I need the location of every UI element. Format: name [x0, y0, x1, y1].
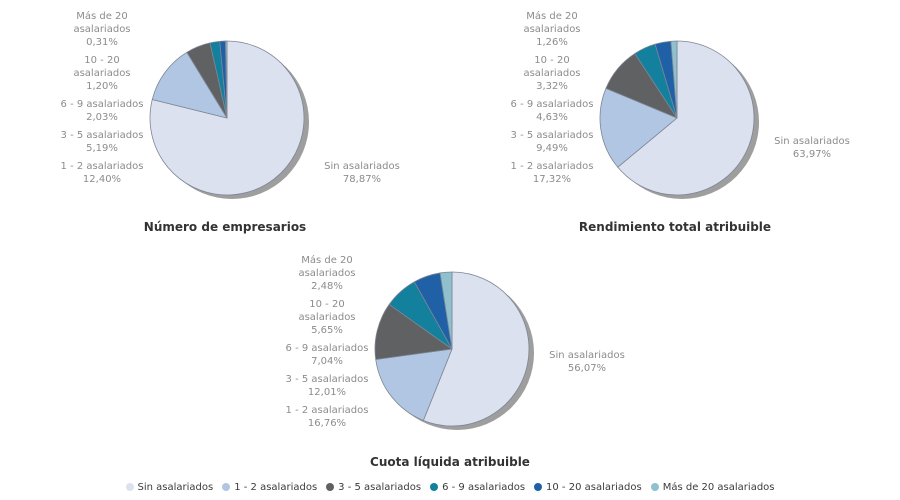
legend-item-1-2-asalariados: 1 - 2 asalariados — [222, 482, 317, 493]
slice-labels-left: Más de 20 asalariados 1,26% 10 - 20 asal… — [486, 10, 618, 186]
legend-label: Sin asalariados — [137, 481, 214, 493]
pie-rendimiento-total-atribuible — [599, 40, 759, 199]
pie-slice-1-2-asalariados — [599, 87, 678, 168]
slice-label-6-9: 6 - 9 asalariados 2,03% — [60, 99, 144, 123]
chart-title: Cuota líquida atribuible — [370, 455, 530, 469]
chart-title: Rendimiento total atribuible — [578, 220, 772, 234]
pie-chart-cuota-liquida-atribuible: Más de 20 asalariados 2,48% 10 - 20 asal… — [225, 250, 675, 475]
slice-label-mas-de-20: Más de 20 asalariados 2,48% — [298, 255, 356, 292]
legend-item-10-20-asalariados: 10 - 20 asalariados — [534, 482, 642, 493]
slice-label-sin-asalariados: Sin asalariados 56,07% — [549, 350, 625, 375]
legend-label: 1 - 2 asalariados — [234, 481, 318, 493]
slice-label-6-9: 6 - 9 asalariados 7,04% — [285, 343, 369, 367]
pie-chart-rendimiento-total-atribuible: Más de 20 asalariados 1,26% 10 - 20 asal… — [450, 0, 900, 250]
pie-slice-m-s-de-20-asalariados — [439, 271, 453, 350]
pie-slice-sin-asalariados — [422, 271, 530, 427]
pie-numero-de-empresarios — [149, 40, 309, 199]
slice-label-6-9: 6 - 9 asalariados 4,63% — [510, 99, 594, 123]
legend-item-mas-de-20-asalariados: Más de 20 asalariados — [650, 481, 775, 493]
legend-swatch-sin-asalariados-icon — [125, 483, 134, 491]
legend-swatch-6-9-asalariados-icon — [430, 483, 439, 491]
legend-label: 6 - 9 asalariados — [442, 481, 526, 493]
slice-label-sin-asalariados: Sin asalariados 63,97% — [774, 135, 850, 160]
chart-legend: Sin asalariados 1 - 2 asalariados 3 - 5 … — [0, 476, 900, 498]
legend-swatch-1-2-asalariados-icon — [222, 483, 231, 491]
slice-label-mas-de-20: Más de 20 asalariados 0,31% — [73, 11, 131, 48]
slice-label-1-2: 1 - 2 asalariados 17,32% — [510, 161, 594, 185]
legend-label: 10 - 20 asalariados — [546, 481, 642, 493]
slice-label-3-5: 3 - 5 asalariados 9,49% — [510, 130, 594, 154]
slice-label-3-5: 3 - 5 asalariados 12,01% — [285, 374, 369, 398]
legend-label: Más de 20 asalariados — [662, 481, 775, 493]
pie-slice-sin-asalariados — [617, 40, 755, 196]
slice-label-sin-asalariados: Sin asalariados 78,87% — [324, 161, 400, 186]
slice-labels-left: Más de 20 asalariados 0,31% 10 - 20 asal… — [36, 10, 168, 186]
legend-item-3-5-asalariados: 3 - 5 asalariados — [326, 482, 421, 493]
pie-slice-1-2-asalariados — [151, 51, 228, 119]
slice-label-10-20: 10 - 20 asalariados 5,65% — [298, 299, 356, 336]
slice-label-1-2: 1 - 2 asalariados 16,76% — [285, 405, 369, 429]
legend-item-sin-asalariados: Sin asalariados — [125, 481, 214, 493]
chart-title: Número de empresarios — [143, 220, 307, 234]
pie-chart-numero-de-empresarios: Más de 20 asalariados 0,31% 10 - 20 asal… — [0, 0, 450, 250]
slice-labels-left: Más de 20 asalariados 2,48% 10 - 20 asal… — [261, 254, 393, 430]
pie-slice-m-s-de-20-asalariados — [225, 40, 228, 119]
pie-cuota-liquida-atribuible — [374, 271, 534, 430]
pie-slice-1-2-asalariados — [375, 348, 453, 421]
legend-item-6-9-asalariados: 6 - 9 asalariados — [430, 482, 525, 493]
slice-label-mas-de-20: Más de 20 asalariados 1,26% — [523, 11, 581, 48]
slice-label-1-2: 1 - 2 asalariados 12,40% — [60, 161, 144, 185]
pie-slice-m-s-de-20-asalariados — [670, 40, 678, 119]
legend-swatch-10-20-asalariados-icon — [534, 483, 543, 491]
legend-swatch-3-5-asalariados-icon — [326, 483, 335, 491]
slice-label-3-5: 3 - 5 asalariados 5,19% — [60, 130, 144, 154]
legend-label: 3 - 5 asalariados — [338, 481, 422, 493]
legend-swatch-mas-de-20-asalariados-icon — [650, 483, 659, 491]
slice-label-10-20: 10 - 20 asalariados 1,20% — [73, 55, 131, 92]
slice-label-10-20: 10 - 20 asalariados 3,32% — [523, 55, 581, 92]
